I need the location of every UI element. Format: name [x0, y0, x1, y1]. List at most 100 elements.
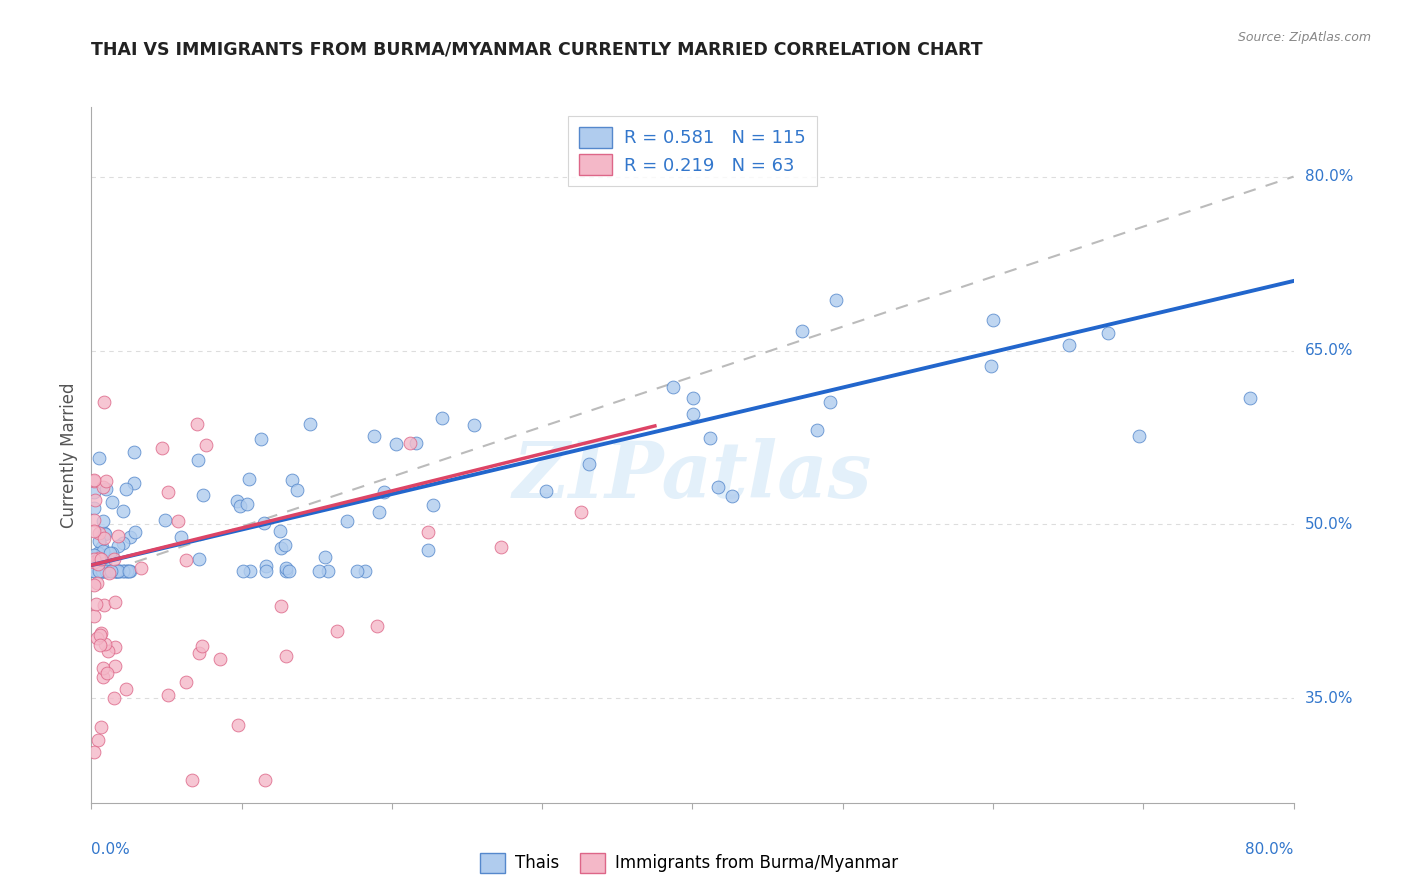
Point: [254, 564, 277, 578]
Point: [181, 772, 204, 787]
Point: [87, 564, 110, 578]
Point: [117, 564, 139, 578]
Point: [1128, 429, 1150, 443]
Point: [83, 551, 105, 566]
Point: [111, 536, 134, 550]
Point: [166, 514, 188, 528]
Point: [188, 552, 211, 566]
Point: [682, 391, 704, 405]
Point: [115, 682, 138, 697]
Point: [274, 561, 297, 575]
Point: [93, 548, 115, 562]
Point: [91, 661, 114, 675]
Point: [84, 598, 107, 612]
Point: [232, 564, 254, 578]
Point: [122, 444, 145, 458]
Point: [93, 598, 115, 612]
Point: [94, 564, 117, 578]
Text: 50.0%: 50.0%: [1305, 517, 1353, 532]
Point: [103, 551, 125, 566]
Point: [83, 564, 105, 578]
Point: [416, 543, 439, 558]
Point: [405, 436, 427, 450]
Point: [86, 557, 108, 571]
Point: [90, 720, 112, 734]
Point: [105, 564, 128, 578]
Point: [238, 472, 260, 486]
Point: [93, 564, 115, 578]
Point: [83, 561, 105, 575]
Point: [721, 489, 744, 503]
Point: [150, 441, 173, 455]
Point: [276, 564, 298, 578]
Point: [418, 524, 440, 539]
Point: [250, 432, 273, 446]
Point: [90, 564, 112, 578]
Point: [87, 534, 110, 549]
Point: [399, 436, 422, 450]
Point: [91, 480, 114, 494]
Point: [298, 417, 321, 431]
Point: [239, 564, 262, 578]
Point: [96, 564, 118, 578]
Point: [98, 564, 121, 578]
Point: [366, 619, 388, 633]
Point: [89, 638, 111, 652]
Point: [83, 500, 105, 515]
Point: [346, 564, 368, 578]
Point: [91, 515, 114, 529]
Legend: Thais, Immigrants from Burma/Myanmar: Thais, Immigrants from Burma/Myanmar: [474, 847, 904, 880]
Point: [83, 555, 105, 569]
Point: [104, 564, 127, 578]
Point: [93, 395, 115, 409]
Point: [254, 772, 277, 787]
Point: [979, 359, 1001, 373]
Point: [225, 493, 247, 508]
Point: [86, 576, 108, 591]
Point: [96, 666, 118, 681]
Point: [1239, 391, 1261, 405]
Point: [363, 429, 385, 443]
Point: [87, 550, 110, 565]
Point: [93, 564, 115, 578]
Point: [86, 631, 108, 645]
Point: [578, 457, 600, 471]
Point: [115, 483, 138, 497]
Point: [430, 411, 453, 425]
Point: [90, 564, 112, 578]
Point: [118, 564, 141, 578]
Point: [91, 543, 114, 558]
Point: [87, 564, 110, 578]
Point: [534, 483, 557, 498]
Text: THAI VS IMMIGRANTS FROM BURMA/MYANMAR CURRENTLY MARRIED CORRELATION CHART: THAI VS IMMIGRANTS FROM BURMA/MYANMAR CU…: [91, 40, 983, 58]
Point: [825, 293, 848, 307]
Point: [87, 546, 110, 560]
Point: [90, 540, 112, 554]
Point: [353, 564, 375, 578]
Point: [187, 646, 209, 660]
Text: 80.0%: 80.0%: [1305, 169, 1353, 184]
Point: [124, 525, 146, 540]
Point: [94, 526, 117, 541]
Point: [124, 476, 146, 491]
Point: [97, 566, 120, 581]
Text: 65.0%: 65.0%: [1305, 343, 1353, 358]
Point: [84, 551, 107, 566]
Point: [93, 525, 115, 540]
Point: [373, 485, 395, 500]
Point: [120, 530, 142, 544]
Point: [107, 564, 129, 578]
Point: [84, 493, 107, 508]
Text: 80.0%: 80.0%: [1246, 842, 1294, 856]
Point: [97, 643, 120, 657]
Point: [270, 541, 292, 555]
Point: [83, 564, 105, 578]
Point: [101, 495, 124, 509]
Point: [229, 500, 252, 514]
Point: [83, 524, 105, 538]
Point: [983, 313, 1005, 327]
Point: [83, 474, 105, 488]
Point: [368, 505, 391, 519]
Point: [107, 528, 129, 542]
Point: [98, 546, 121, 560]
